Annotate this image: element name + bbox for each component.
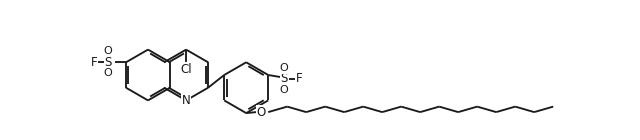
Text: F: F — [296, 73, 303, 86]
Text: F: F — [91, 56, 97, 69]
Text: O: O — [280, 63, 289, 73]
Text: N: N — [182, 94, 191, 107]
Text: Cl: Cl — [180, 63, 192, 76]
Text: S: S — [280, 73, 288, 86]
Text: O: O — [104, 46, 113, 56]
Text: O: O — [257, 106, 266, 119]
Text: S: S — [104, 56, 112, 69]
Text: O: O — [280, 85, 289, 95]
Text: O: O — [104, 68, 113, 78]
